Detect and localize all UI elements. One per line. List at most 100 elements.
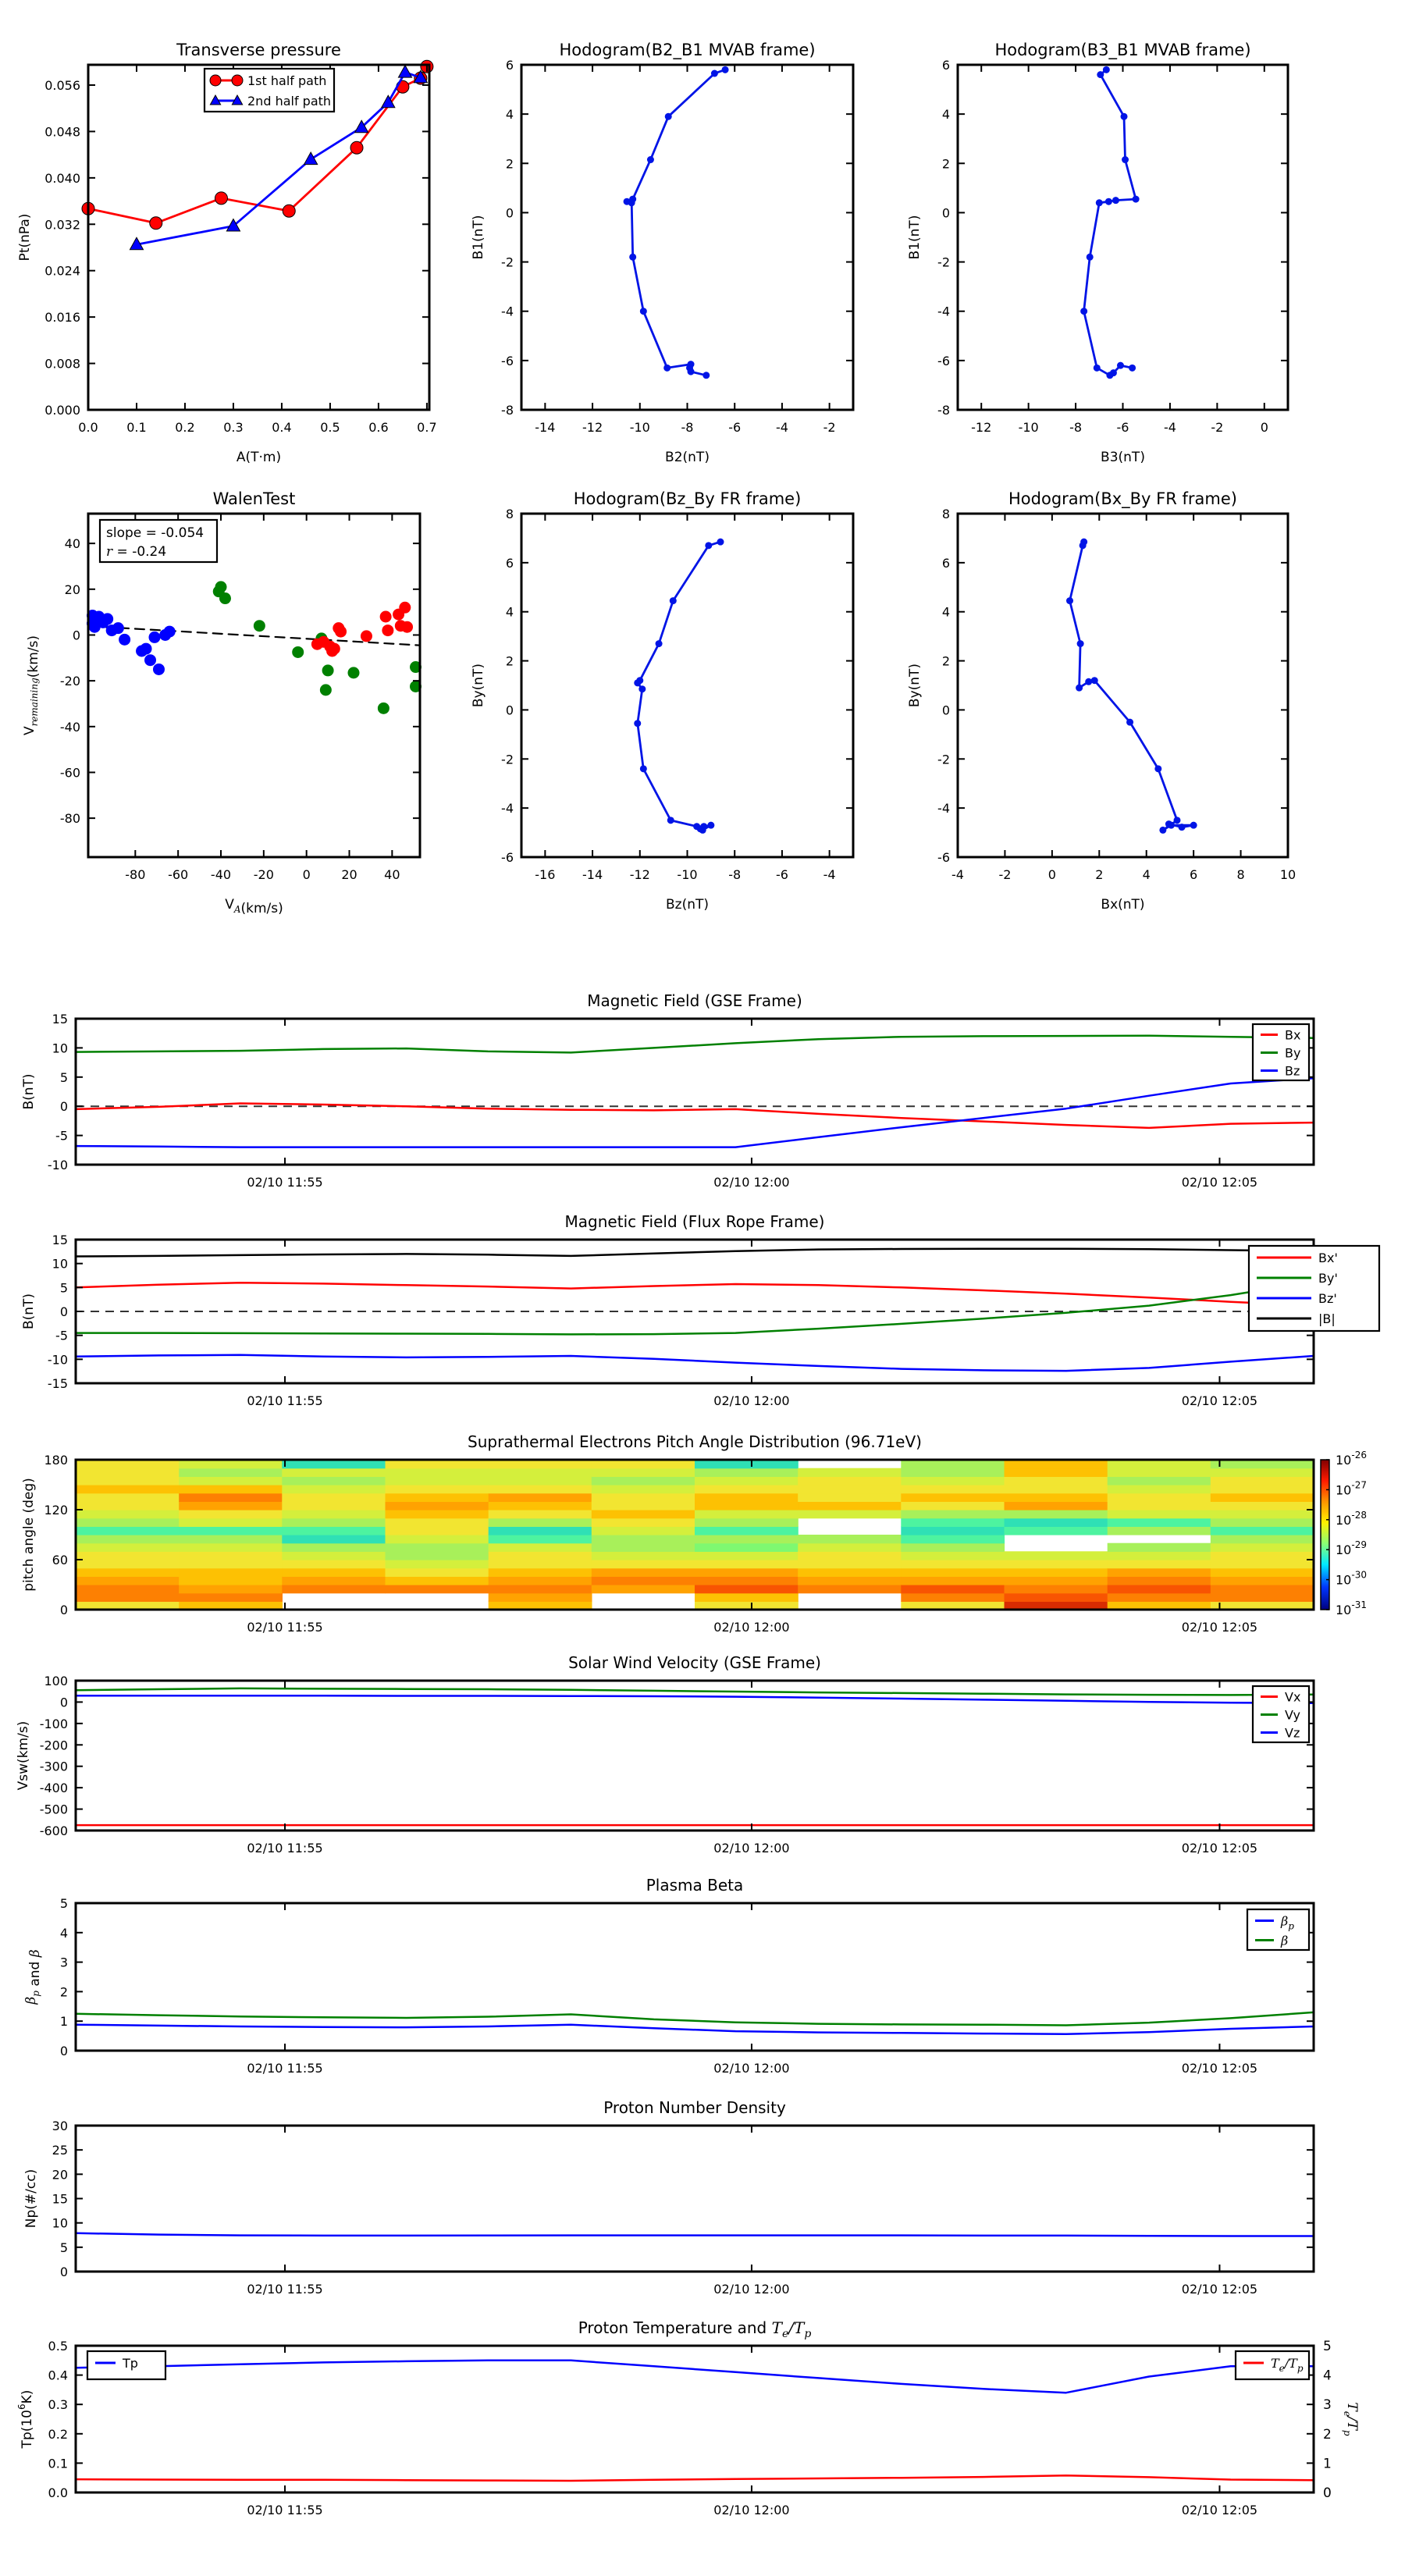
svg-text:02/10 12:00: 02/10 12:00 — [713, 2061, 789, 2076]
panel-transverse-pressure: 0.0 0.1 0.2 0.3 0.4 0.5 0.6 0.7 0.000 0.008 0.016 0… — [17, 41, 437, 465]
svg-text:Proton Temperature and Te/Tp: Proton Temperature and Te/Tp — [578, 2318, 812, 2340]
svg-text:B1(nT): B1(nT) — [907, 215, 923, 260]
svg-text:0.5: 0.5 — [48, 2339, 68, 2354]
svg-text:120: 120 — [44, 1503, 68, 1517]
svg-text:-300: -300 — [40, 1759, 68, 1774]
svg-text:Bz: Bz — [1285, 1064, 1300, 1079]
svg-text:Bx(nT): Bx(nT) — [1101, 897, 1144, 913]
svg-text:02/10 11:55: 02/10 11:55 — [247, 1620, 322, 1635]
svg-text:-5: -5 — [55, 1329, 68, 1343]
svg-text:-4: -4 — [823, 867, 836, 882]
svg-text:-2: -2 — [501, 752, 514, 767]
svg-text:5: 5 — [60, 1280, 68, 1295]
svg-text:-4: -4 — [937, 801, 950, 816]
svg-text:4: 4 — [506, 605, 514, 620]
svg-text:02/10 12:00: 02/10 12:00 — [713, 2282, 789, 2297]
svg-text:slope = -0.054: slope = -0.054 — [106, 525, 204, 541]
svg-text:-6: -6 — [501, 354, 514, 368]
svg-text:6: 6 — [942, 58, 950, 73]
svg-text:0.008: 0.008 — [44, 357, 80, 372]
svg-text:Te/Tp: Te/Tp — [1342, 2402, 1360, 2436]
svg-text:0: 0 — [1323, 2485, 1332, 2501]
svg-text:-10: -10 — [48, 1158, 68, 1172]
panel-plasma-beta: 02/10 11:55 02/10 12:00 02/10 12:05 0 1 2 3 4 5 P… — [23, 1876, 1315, 2076]
svg-text:0.4: 0.4 — [48, 2368, 68, 2383]
svg-text:0: 0 — [60, 1099, 68, 1114]
svg-text:0: 0 — [1048, 867, 1056, 882]
svg-text:-8: -8 — [728, 867, 741, 882]
svg-text:5: 5 — [60, 2240, 68, 2255]
svg-text:180: 180 — [44, 1453, 68, 1468]
svg-text:2: 2 — [506, 156, 514, 171]
panel-walen-test: -80 -60 -40 -20 0 20 40 -80 -60 -40 -20 0 20 40 WalenT… — [22, 489, 422, 916]
svg-text:10-31: 10-31 — [1336, 1599, 1367, 1617]
svg-text:-10: -10 — [1019, 420, 1039, 435]
svg-text:2: 2 — [1095, 867, 1103, 882]
svg-text:0.024: 0.024 — [44, 264, 80, 279]
svg-text:8: 8 — [506, 507, 514, 521]
svg-text:0.4: 0.4 — [272, 420, 291, 435]
svg-text:0.2: 0.2 — [175, 420, 194, 435]
svg-text:0: 0 — [60, 2044, 68, 2058]
svg-text:-80: -80 — [60, 811, 80, 826]
svg-text:Bz(nT): Bz(nT) — [666, 897, 709, 913]
svg-text:-8: -8 — [937, 403, 950, 418]
svg-text:-40: -40 — [211, 867, 231, 882]
svg-text:-20: -20 — [254, 867, 274, 882]
svg-text:-60: -60 — [168, 867, 188, 882]
svg-text:Te/Tp: Te/Tp — [1271, 2356, 1304, 2374]
svg-text:0.0: 0.0 — [48, 2485, 68, 2500]
panel-magnetic-field-gse: 02/10 11:55 02/10 12:00 02/10 12:05 -10 -5 0 5… — [21, 991, 1315, 1190]
svg-text:20: 20 — [52, 2167, 68, 2182]
svg-text:-2: -2 — [998, 867, 1011, 882]
svg-text:-16: -16 — [535, 867, 555, 882]
svg-text:-60: -60 — [60, 765, 80, 780]
svg-text:-2: -2 — [501, 255, 514, 270]
svg-text:-5: -5 — [55, 1129, 68, 1144]
svg-text:100: 100 — [44, 1674, 68, 1688]
svg-text:60: 60 — [52, 1553, 68, 1567]
svg-text:4: 4 — [1323, 2368, 1332, 2384]
svg-text:0.032: 0.032 — [44, 217, 80, 232]
svg-text:0.040: 0.040 — [44, 171, 80, 186]
svg-text:02/10 12:05: 02/10 12:05 — [1182, 2503, 1257, 2517]
svg-text:B(nT): B(nT) — [21, 1293, 37, 1329]
svg-text:Hodogram(Bx_By FR frame): Hodogram(Bx_By FR frame) — [1008, 489, 1237, 509]
svg-text:By(nT): By(nT) — [907, 664, 923, 707]
svg-text:-10: -10 — [630, 420, 650, 435]
svg-text:0.0: 0.0 — [78, 420, 98, 435]
svg-text:6: 6 — [506, 58, 514, 73]
svg-text:2: 2 — [1323, 2427, 1332, 2443]
svg-text:Magnetic Field (Flux Rope Fram: Magnetic Field (Flux Rope Frame) — [565, 1212, 825, 1231]
svg-text:0: 0 — [506, 205, 514, 220]
svg-text:βp and β: βp and β — [23, 1949, 43, 2005]
svg-text:2: 2 — [942, 156, 950, 171]
svg-text:0: 0 — [60, 1695, 68, 1710]
svg-text:10-30: 10-30 — [1336, 1570, 1367, 1588]
svg-text:2: 2 — [942, 654, 950, 669]
svg-text:15: 15 — [52, 1233, 68, 1247]
svg-text:Np(#/cc): Np(#/cc) — [23, 2169, 39, 2228]
svg-text:10: 10 — [52, 1257, 68, 1272]
svg-text:-2: -2 — [937, 752, 950, 767]
svg-text:-2: -2 — [937, 255, 950, 270]
svg-text:A(T·m): A(T·m) — [237, 450, 281, 465]
svg-text:Bz': Bz' — [1318, 1291, 1337, 1306]
svg-text:-6: -6 — [728, 420, 741, 435]
svg-text:4: 4 — [506, 107, 514, 122]
svg-text:B(nT): B(nT) — [21, 1073, 37, 1109]
svg-text:40: 40 — [65, 536, 80, 551]
svg-text:By: By — [1285, 1046, 1300, 1061]
svg-text:-4: -4 — [776, 420, 788, 435]
svg-text:02/10 11:55: 02/10 11:55 — [247, 2503, 322, 2517]
svg-text:-4: -4 — [501, 304, 514, 319]
svg-text:10-29: 10-29 — [1336, 1539, 1367, 1557]
svg-text:Magnetic Field (GSE Frame): Magnetic Field (GSE Frame) — [587, 991, 802, 1010]
svg-text:5: 5 — [60, 1896, 68, 1911]
svg-text:0.016: 0.016 — [44, 310, 80, 325]
svg-text:02/10 12:00: 02/10 12:00 — [713, 1175, 789, 1190]
svg-text:02/10 12:00: 02/10 12:00 — [713, 1620, 789, 1635]
panel-hodogram-bz-by: -16 -14 -12 -10 -8 -6 -4 -6 -4 -2 0 2 4 6 8 Hodogram(Bz… — [471, 489, 855, 913]
svg-text:-200: -200 — [40, 1738, 68, 1752]
